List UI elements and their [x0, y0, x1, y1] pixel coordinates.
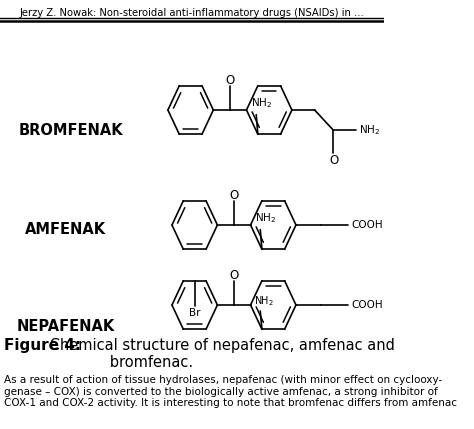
Text: As a result of action of tissue hydrolases, nepafenac (with minor effect on cycl: As a result of action of tissue hydrolas…: [4, 375, 457, 408]
Text: NH$_2$: NH$_2$: [251, 97, 272, 110]
Text: NEPAFENAK: NEPAFENAK: [16, 319, 115, 333]
Text: Chemical structure of nepafenac, amfenac and
              bromfenac.: Chemical structure of nepafenac, amfenac…: [45, 338, 394, 370]
Text: Br: Br: [189, 308, 201, 318]
Text: O: O: [229, 189, 238, 202]
Text: O: O: [329, 154, 338, 167]
Text: NH$_2$: NH$_2$: [255, 211, 276, 225]
Text: COOH: COOH: [351, 300, 383, 310]
Text: O: O: [229, 269, 238, 282]
Text: BROMFENAK: BROMFENAK: [19, 124, 123, 138]
Text: O: O: [225, 74, 235, 87]
Text: Jerzy Z. Nowak: Non-steroidal anti-inflammatory drugs (NSAIDs) in ...: Jerzy Z. Nowak: Non-steroidal anti-infla…: [20, 8, 365, 18]
Text: NH$_2$: NH$_2$: [359, 123, 380, 136]
Text: Figure 4:: Figure 4:: [4, 338, 81, 353]
Text: NH$_2$: NH$_2$: [255, 294, 274, 308]
Text: COOH: COOH: [351, 220, 383, 230]
Text: AMFENAK: AMFENAK: [25, 222, 106, 237]
